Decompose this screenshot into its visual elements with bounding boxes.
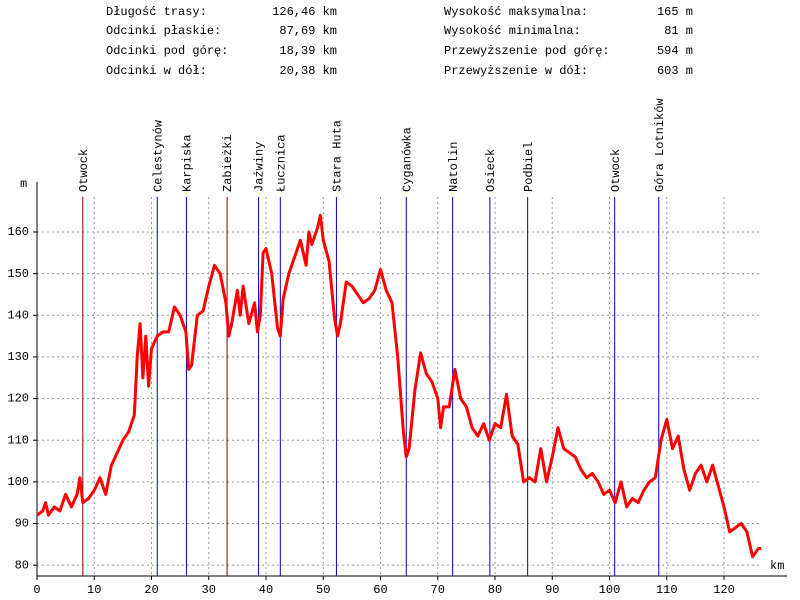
place-label: Natolin bbox=[447, 142, 461, 192]
place-label: Góra Lotników bbox=[653, 98, 667, 192]
stat-label: Długość trasy: bbox=[106, 5, 207, 19]
stat-label: Odcinki w dół: bbox=[106, 64, 207, 78]
stat-value: 594 m bbox=[657, 44, 693, 58]
x-tick-label: 100 bbox=[599, 583, 621, 597]
stat-label: Wysokość maksymalna: bbox=[444, 5, 588, 19]
stat-label: Wysokość minimalna: bbox=[444, 24, 581, 38]
stat-value: 87,69 km bbox=[279, 24, 337, 38]
y-tick-label: 100 bbox=[7, 475, 29, 489]
x-tick-label: 80 bbox=[488, 583, 502, 597]
y-tick-label: 130 bbox=[7, 350, 29, 364]
x-axis-label: km bbox=[770, 559, 784, 573]
y-tick-label: 90 bbox=[15, 517, 29, 531]
place-label: Jaźwiny bbox=[253, 142, 267, 192]
y-tick-label: 110 bbox=[7, 433, 29, 447]
x-tick-label: 0 bbox=[33, 583, 40, 597]
y-tick-label: 160 bbox=[7, 225, 29, 239]
place-label: Karpiska bbox=[181, 134, 195, 192]
stat-label: Przewyższenie w dół: bbox=[444, 64, 588, 78]
place-label: Cyganówka bbox=[400, 127, 414, 192]
stat-value: 18,39 km bbox=[279, 44, 337, 58]
stat-value: 20,38 km bbox=[279, 64, 337, 78]
y-tick-label: 120 bbox=[7, 392, 29, 406]
stat-value: 81 m bbox=[664, 24, 693, 38]
y-tick-label: 80 bbox=[15, 558, 29, 572]
elevation-line bbox=[36, 213, 762, 559]
place-label: Osieck bbox=[484, 149, 498, 192]
x-tick-label: 60 bbox=[373, 583, 387, 597]
x-tick-label: 10 bbox=[87, 583, 101, 597]
place-label: Otwock bbox=[609, 149, 623, 192]
x-tick-label: 20 bbox=[144, 583, 158, 597]
place-label: Zabieżki bbox=[221, 134, 235, 192]
x-tick-label: 110 bbox=[656, 583, 678, 597]
x-tick-label: 70 bbox=[431, 583, 445, 597]
stat-label: Przewyższenie pod górę: bbox=[444, 44, 610, 58]
stat-value: 165 m bbox=[657, 5, 693, 19]
x-tick-label: 30 bbox=[202, 583, 216, 597]
place-label: Łucznica bbox=[274, 134, 288, 192]
stat-value: 603 m bbox=[657, 64, 693, 78]
y-tick-label: 140 bbox=[7, 308, 29, 322]
stat-label: Odcinki pod górę: bbox=[106, 44, 228, 58]
y-axis-label: m bbox=[20, 177, 27, 191]
place-label: Podbiel bbox=[522, 142, 536, 192]
place-label: Otwock bbox=[77, 149, 91, 192]
place-label: Stara Huta bbox=[331, 120, 345, 192]
stat-label: Odcinki płaskie: bbox=[106, 24, 221, 38]
x-tick-label: 90 bbox=[545, 583, 559, 597]
stat-value: 126,46 km bbox=[272, 5, 337, 19]
y-tick-label: 150 bbox=[7, 267, 29, 281]
x-tick-label: 120 bbox=[713, 583, 735, 597]
x-tick-label: 50 bbox=[316, 583, 330, 597]
x-tick-label: 40 bbox=[259, 583, 273, 597]
place-label: Celestynów bbox=[151, 119, 165, 192]
